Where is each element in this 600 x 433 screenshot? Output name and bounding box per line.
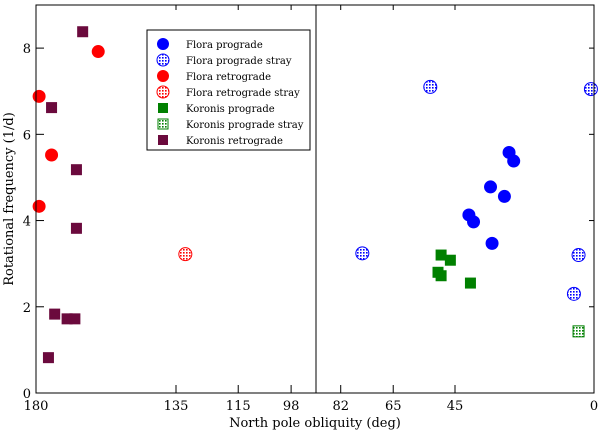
x-tick-label: 65 [385,399,402,414]
point-flora-retrograde [32,199,46,213]
series-flora-retrograde-stray [178,247,193,262]
legend-marker-koronis-retrograde [158,135,168,145]
point-koronis-retrograde [77,26,89,38]
point-koronis-retrograde [70,222,82,234]
legend-label-koronis-prograde: Koronis prograde [186,104,275,115]
x-tick-label: 115 [226,399,251,414]
point-koronis-prograde-stray [572,325,585,338]
x-tick-label: 135 [164,399,189,414]
series-flora-prograde [462,145,521,250]
legend-label-koronis-prograde-stray: Koronis prograde stray [186,120,304,131]
series-koronis-prograde [432,249,476,289]
y-tick-label: 0 [23,387,31,402]
point-koronis-prograde [435,270,447,282]
point-koronis-prograde [444,254,456,266]
y-tick-label: 4 [23,215,31,230]
point-flora-retrograde [91,45,105,59]
y-tick-label: 2 [23,301,31,316]
series-koronis-prograde-stray [572,325,585,338]
point-koronis-prograde [464,277,476,289]
y-tick-label: 8 [23,42,31,57]
legend-label-koronis-retrograde: Koronis retrograde [186,136,283,147]
legend-marker-flora-prograde [157,38,169,50]
legend-label-flora-retrograde-stray: Flora retrograde stray [186,88,300,99]
x-axis-title: North pole obliquity (deg) [229,416,401,431]
point-flora-prograde [484,180,498,194]
point-flora-prograde [485,236,499,250]
point-flora-prograde-stray [355,246,370,261]
x-tick-label: 0 [590,399,598,414]
point-flora-prograde [497,189,511,203]
point-flora-retrograde [32,89,46,103]
point-flora-prograde-stray [423,79,438,94]
legend-label-flora-retrograde: Flora retrograde [186,72,271,83]
point-koronis-prograde [435,249,447,261]
plot-frame [35,4,595,394]
point-flora-prograde-stray [583,82,598,97]
legend-box [146,29,311,151]
point-flora-prograde-stray [566,286,581,301]
point-koronis-retrograde [42,352,54,364]
legend-marker-koronis-prograde [158,103,168,113]
point-flora-retrograde [45,148,59,162]
legend-marker-flora-prograde-stray [156,53,170,67]
legend-marker-koronis-prograde-stray [157,118,169,130]
y-tick-label: 6 [23,128,31,143]
x-tick-label: 180 [24,399,49,414]
point-koronis-retrograde [61,313,73,325]
point-flora-prograde [467,215,481,229]
x-tick-label: 82 [332,399,349,414]
point-koronis-retrograde [46,102,58,114]
legend: Flora prograde Flora prograde stray Flora … [146,29,311,151]
x-tick-label: 45 [447,399,464,414]
point-flora-prograde [507,154,521,168]
point-koronis-retrograde [49,308,61,320]
legend-marker-flora-retrograde-stray [156,85,170,99]
x-tick-label: 98 [283,399,300,414]
legend-label-flora-prograde: Flora prograde [186,40,263,51]
point-flora-retrograde-stray [178,247,193,262]
series-flora-retrograde [32,45,105,213]
series-koronis-retrograde [42,26,89,364]
point-koronis-retrograde [69,313,81,325]
data-points [32,26,598,364]
y-axis-title: Rotational frequency (1/d) [2,112,17,286]
point-flora-prograde-stray [571,248,586,263]
series-flora-prograde-stray [355,79,598,301]
legend-marker-flora-retrograde [157,70,169,82]
legend-label-flora-prograde-stray: Flora prograde stray [186,56,292,67]
point-koronis-retrograde [70,164,82,176]
